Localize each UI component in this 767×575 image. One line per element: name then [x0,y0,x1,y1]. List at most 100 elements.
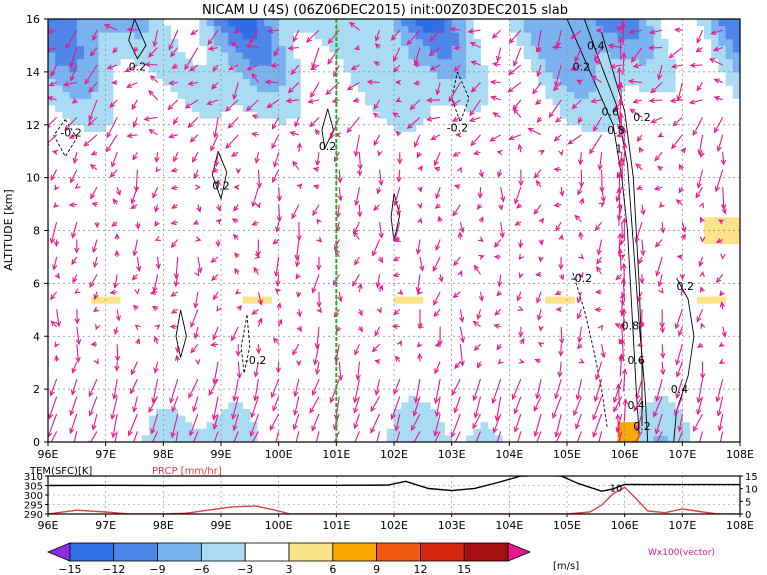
wind-arrow-shaft [173,152,179,162]
shade-cell [264,19,272,27]
shade-cell [725,32,734,40]
shade-cell [732,19,740,27]
wind-arrow-shaft [670,99,683,102]
wind-arrow-head [373,205,379,212]
wind-arrow-head [215,178,221,185]
wind-arrow-head [70,177,75,184]
shade-cell [242,25,251,33]
wind-arrow-shaft [395,413,401,431]
x-tick-label: 102E [380,448,408,461]
shade-cell [321,19,330,27]
shade-cell [76,52,85,60]
wind-arrow-shaft [63,81,77,86]
shade-cell [105,91,114,99]
wind-arrow-shaft [696,82,703,91]
wind-arrow-head [715,238,723,243]
wind-arrow-head [397,158,403,165]
shade-cell [422,415,431,423]
shade-cell [430,58,438,66]
shade-cell [639,32,647,40]
shade-cell [249,296,258,304]
shade-cell [430,65,438,73]
shade-cell [84,52,92,60]
wind-arrow-head [143,116,150,122]
shade-cell [278,38,287,46]
wind-arrow-head [558,234,564,241]
shade-cell [509,19,518,27]
shade-cell [574,38,582,46]
shade-cell [257,45,265,53]
shade-cell [617,38,626,46]
wind-arrow-head [621,262,627,269]
wind-arrow-head [273,271,280,278]
wind-arrow-shaft [133,431,138,442]
shade-cell [703,223,712,231]
shade-cell [199,111,208,119]
wind-arrow-head [696,37,702,44]
shade-cell [170,415,179,423]
wind-arrow-head [721,331,727,338]
wind-arrow-head [590,98,597,104]
shade-cell [473,85,481,93]
wind-arrow-head [558,350,564,357]
shade-cell [480,91,489,99]
shade-cell [206,98,215,106]
shade-cell [91,124,99,132]
wind-arrow-shaft [151,413,159,434]
wind-arrow-shaft [194,169,199,179]
shade-cell [221,45,229,53]
shade-cell [293,58,301,66]
wind-arrow-shaft [312,274,320,293]
shade-cell [206,58,215,66]
wind-arrow-head [518,180,524,187]
shade-cell [530,52,539,60]
wind-arrow-head [497,358,504,365]
wind-arrow-head [110,161,116,168]
wind-arrow-head [331,97,338,104]
shade-cell [105,25,114,33]
shade-cell [624,58,633,66]
y-tick-label: 8 [33,225,40,238]
wind-arrow-head [478,171,484,178]
shade-cell [437,38,445,46]
wind-arrow-head [717,425,723,432]
shade-cell [624,428,633,436]
wind-arrow-shaft [469,116,481,122]
shade-cell [401,58,409,66]
shade-cell [437,45,445,53]
wind-arrow-shaft [654,151,663,161]
shade-cell [235,71,244,79]
shade-cell [91,111,99,119]
shade-cell [725,65,734,73]
shade-cell [177,415,186,423]
wind-arrow-shaft [50,378,58,396]
wind-arrow-head [579,197,585,204]
wind-arrow-head [551,44,558,51]
shade-cell [62,71,71,79]
wind-arrow-head [493,254,500,260]
shade-cell [444,78,453,86]
shade-cell [408,435,417,442]
shade-cell [552,91,561,99]
wind-arrow-head [316,218,322,225]
shade-cell [192,435,200,442]
shade-cell [675,408,683,417]
shade-cell [343,19,352,27]
shade-cell [199,71,208,79]
wind-arrow-shaft [293,413,300,430]
wind-arrow-head [153,335,159,343]
shade-cell [581,25,590,33]
wind-arrow-head [210,341,217,348]
shade-cell [76,58,85,66]
shade-cell [163,71,172,79]
shade-cell [285,25,294,33]
shade-cell [235,19,244,27]
shade-cell [55,38,63,46]
shade-cell [480,85,489,93]
tem-tick-label: 290 [24,510,43,521]
wind-arrow-head [555,306,562,312]
shade-cell [69,65,78,73]
wind-arrow-head [366,79,373,85]
shade-cell [458,45,467,53]
wind-arrow-head [194,184,201,190]
